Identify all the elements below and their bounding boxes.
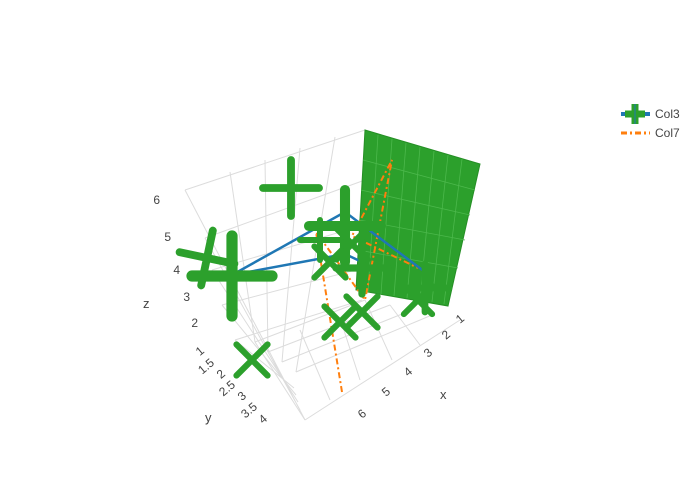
- cross-marker-2: [259, 156, 323, 220]
- legend-item-col7[interactable]: Col7: [621, 126, 680, 140]
- z-tick-1: 3: [183, 290, 190, 304]
- y-axis-label: y: [205, 410, 212, 425]
- x-tick-4: 5: [379, 384, 393, 399]
- x-tick-5: 6: [355, 406, 369, 421]
- cross-marker-8: [400, 282, 436, 318]
- surface-plane: [355, 129, 481, 307]
- y-tick-4: 3: [235, 388, 249, 403]
- z-tick-2: 4: [173, 263, 180, 277]
- series-col3-markers: [175, 156, 453, 379]
- y-tick-6: 4: [256, 411, 270, 426]
- y-tick-0: 1: [193, 343, 207, 358]
- z-tick-3: 5: [164, 230, 171, 244]
- x-tick-0: 1: [453, 311, 467, 326]
- cross-marker-5: [321, 303, 359, 341]
- legend-label-col3: Col3: [655, 107, 680, 121]
- x-tick-2: 3: [421, 345, 435, 360]
- z-axis-ticks: 234 5 6: [153, 193, 198, 330]
- x-tick-3: 4: [401, 364, 415, 379]
- cross-marker-12: [333, 225, 371, 263]
- cross-marker-6: [343, 293, 381, 331]
- legend-label-col7: Col7: [655, 126, 680, 140]
- y-tick-1: 1.5: [195, 355, 217, 377]
- legend-item-col3[interactable]: Col3: [621, 104, 680, 124]
- z-axis-label: z: [143, 296, 150, 311]
- legend[interactable]: Col3 Col7: [621, 104, 680, 140]
- y-tick-3: 2.5: [216, 377, 238, 399]
- z-tick-4: 6: [153, 193, 160, 207]
- x-axis-label: x: [440, 387, 447, 402]
- cross-marker-7: [233, 341, 271, 379]
- cross-marker-3: [175, 226, 239, 290]
- z-tick-0: 2: [191, 316, 198, 330]
